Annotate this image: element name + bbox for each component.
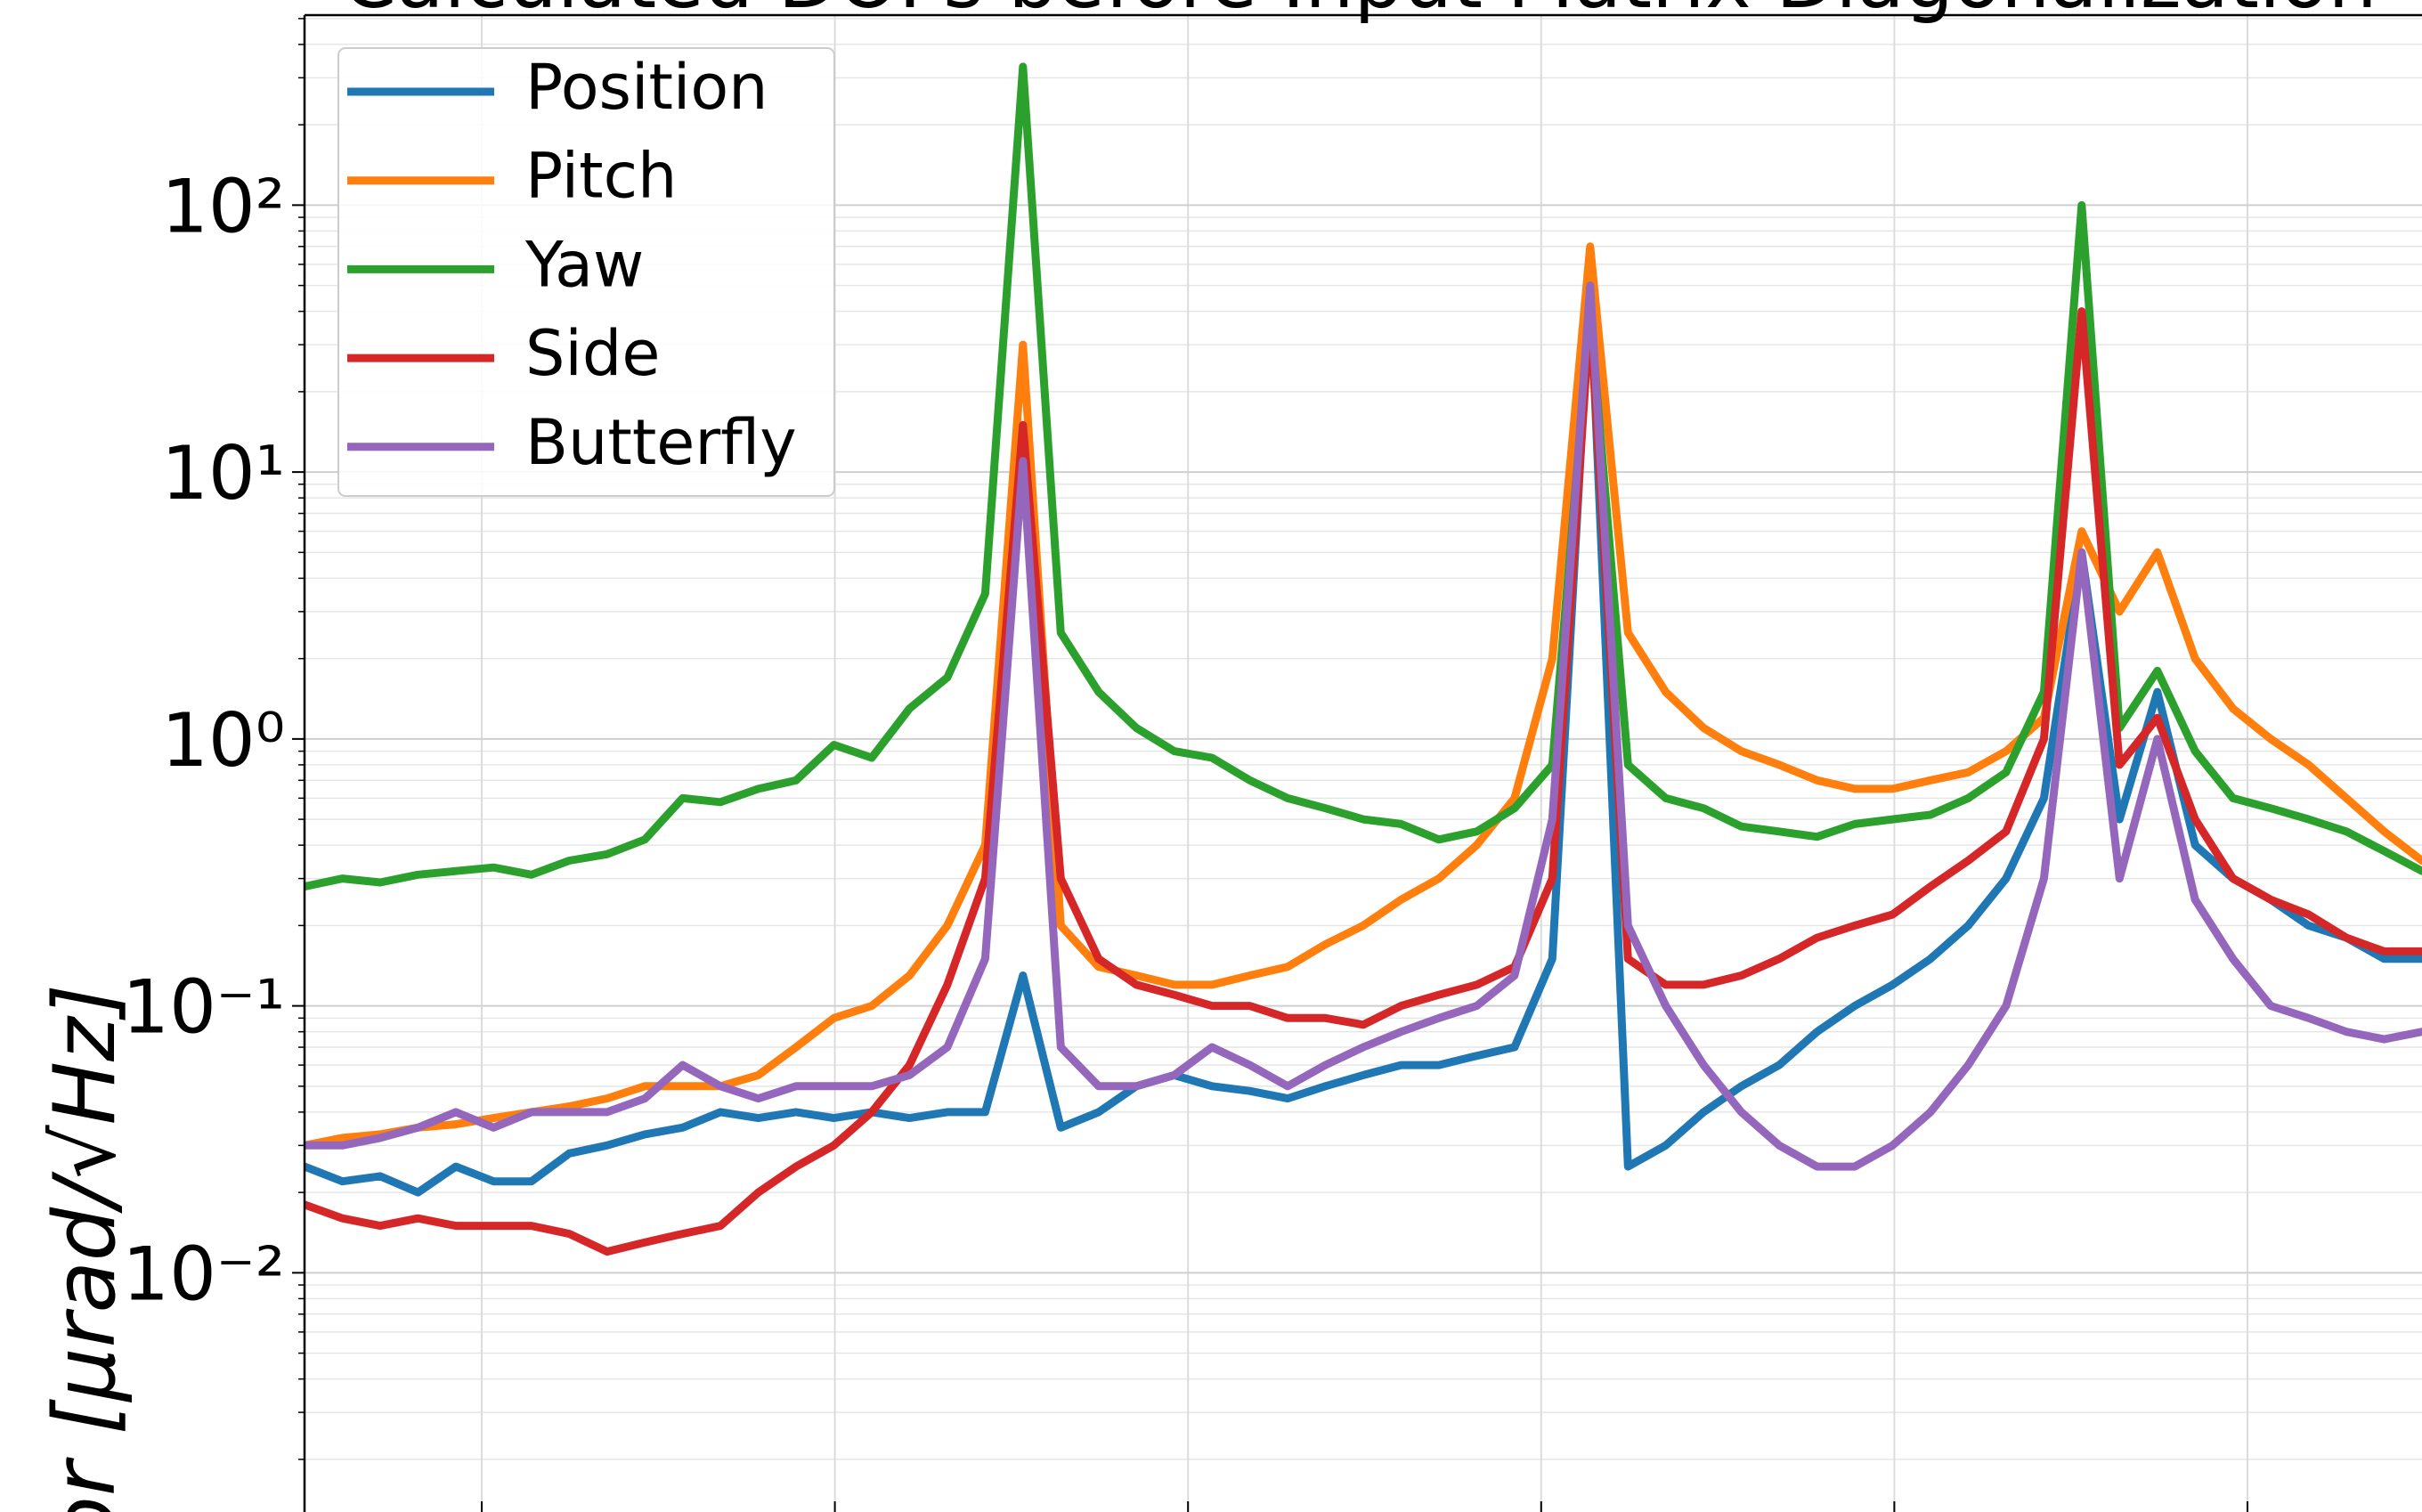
legend-label: Butterfly — [525, 406, 797, 479]
series-line — [305, 62, 2422, 891]
legend-frame — [337, 47, 835, 497]
series-line — [305, 307, 2422, 1256]
legend-label: Position — [525, 51, 768, 124]
legend-label: Yaw — [524, 228, 644, 301]
y-tick-label: 10¹ — [161, 430, 285, 516]
legend-label: Side — [525, 317, 660, 390]
axes: 10² 10¹ 10⁰ 10⁻¹ 10⁻² — [122, 13, 2422, 1512]
y-tick-label: 10⁰ — [161, 697, 285, 784]
legend: Position Pitch Yaw Side Butterfly — [337, 47, 835, 497]
y-tick-label: 10⁻¹ — [122, 964, 285, 1051]
y-tick-label: 10² — [161, 163, 285, 249]
y-tick-label: 10⁻² — [122, 1231, 285, 1317]
series-line — [305, 281, 2422, 1171]
chart-title: Calculated DOFs before Input Matrix Diag… — [342, 0, 2377, 26]
legend-label: Pitch — [525, 140, 677, 213]
plot-area — [305, 62, 2422, 1256]
y-axis-label: or [μrad/√Hz] — [37, 984, 134, 1512]
